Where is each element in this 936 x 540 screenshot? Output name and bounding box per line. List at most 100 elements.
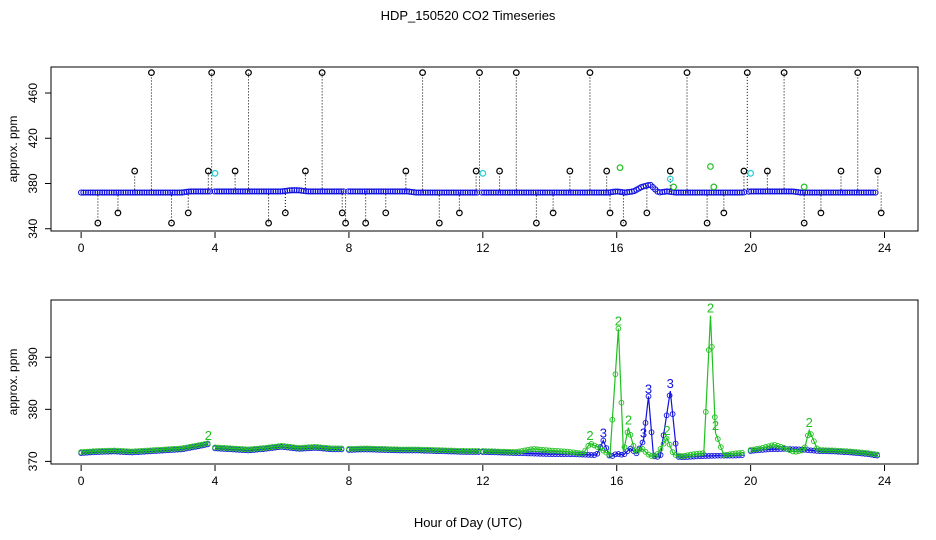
series-point-green [385,446,391,452]
series-point-green [669,449,676,455]
series-point-green [774,443,781,449]
baseline-point [579,189,586,196]
baseline-point [420,189,427,196]
series-point-green [657,445,664,452]
series-point-green [245,446,252,453]
series-point-blue [648,429,655,436]
series-marker-green: 2 [712,418,719,433]
series-point-blue [714,452,721,459]
series-point-green [832,447,838,454]
series-point-green [546,447,552,454]
spike-point [703,219,711,227]
series-point-green [204,440,211,447]
series-point-green [233,445,239,452]
spike-point [184,209,192,217]
baseline-point [445,189,453,196]
baseline-point [504,189,511,196]
baseline-point [764,188,771,195]
baseline-point [389,188,396,195]
baseline-point [251,188,258,195]
series-point-green [510,449,516,455]
series-point-blue [672,440,679,447]
series-point-green [798,447,805,454]
baseline-point [317,188,324,195]
series-point-green [349,445,355,452]
baseline-point [781,188,788,195]
baseline-point [720,189,727,196]
series-point-green [627,432,634,438]
baseline-point [518,189,525,196]
series-point-green [466,448,473,454]
baseline-point [527,189,535,196]
baseline-point [488,189,495,196]
baseline-point [427,189,434,196]
series-point-green [516,448,522,455]
series-point-green [332,445,339,452]
baseline-point [483,189,490,196]
spike-point [566,167,574,175]
series-point-green [460,448,467,454]
baseline-point [326,188,333,195]
baseline-point [452,189,460,196]
series-point-green [287,443,294,450]
series-point-green [102,447,109,454]
baseline-point [724,189,731,196]
baseline-point [270,188,277,195]
series-point-green [105,447,112,454]
series-point-green [221,445,227,451]
baseline-point [227,188,235,195]
baseline-point [497,189,504,196]
baseline-point [422,189,429,196]
baseline-point [855,189,863,196]
baseline-point [324,188,331,195]
series-point-green [868,450,874,457]
baseline-point [124,189,132,196]
series-point-green [329,445,336,452]
baseline-point [563,189,570,196]
baseline-point [544,189,551,196]
baseline-point [502,189,509,196]
baseline-point [591,189,598,196]
baseline-point [682,189,689,196]
baseline-point [567,189,574,196]
baseline-point [274,188,282,195]
y-tick-label: 420 [26,128,40,148]
series-point-green [275,443,282,450]
baseline-point [127,189,134,196]
baseline-point [703,189,710,196]
baseline-point [551,189,558,196]
series-point-blue [585,451,592,458]
series-line-green [482,315,744,457]
baseline-point [87,189,94,196]
baseline-point [148,189,155,196]
baseline-point [689,189,696,196]
series-point-green [865,450,871,456]
series-point-green [260,445,267,451]
series-point-blue [600,437,607,444]
series-point-green [403,446,410,453]
baseline-point [516,189,523,196]
baseline-point [612,188,619,195]
spike-point [245,69,252,77]
baseline-point [680,189,687,196]
baseline-point [687,189,694,196]
baseline-point [106,189,113,196]
series-point-green [442,447,449,454]
series-point-green [805,432,811,439]
series-point-green [391,446,397,453]
baseline-point [804,189,811,196]
series-point-green [415,446,422,453]
series-point-green [534,446,540,453]
series-point-green [224,445,230,451]
baseline-point [532,189,539,196]
series-point-green [786,447,793,454]
series-point-blue [621,451,628,457]
top-series [78,69,885,227]
baseline-point [345,188,352,195]
baseline-point [455,189,462,196]
series-point-green [537,446,543,453]
series-point-green [853,449,859,455]
y-tick-label: 340 [26,218,40,238]
series-point-green [579,450,586,457]
series-point-green [724,451,730,458]
